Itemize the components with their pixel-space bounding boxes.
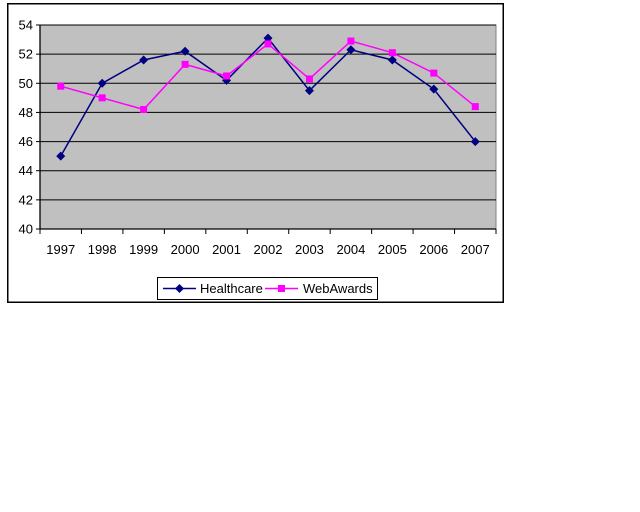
data-point	[98, 94, 106, 102]
data-point	[305, 75, 313, 83]
x-tick-label: 2000	[171, 242, 200, 257]
y-tick-label: 44	[19, 163, 33, 178]
data-point	[388, 49, 396, 57]
data-point	[223, 72, 231, 80]
y-axis-labels: 40 42 44 46 48 50 52 54	[19, 18, 33, 237]
data-point	[470, 137, 480, 147]
x-tick-label: 2003	[295, 242, 324, 257]
data-point	[181, 60, 189, 68]
data-point	[180, 46, 190, 56]
data-point	[304, 86, 314, 96]
square-marker-icon	[278, 285, 285, 292]
axes	[36, 24, 497, 234]
chart-border	[7, 3, 504, 303]
data-point	[97, 78, 107, 88]
data-point	[471, 103, 479, 111]
data-point	[57, 82, 65, 90]
data-point	[56, 151, 66, 161]
data-point	[430, 69, 438, 77]
x-tick-label: 1999	[129, 242, 158, 257]
y-tick-label: 52	[19, 47, 33, 62]
data-point	[347, 37, 355, 45]
plot-background	[39, 24, 497, 230]
x-tick-label: 2001	[212, 242, 241, 257]
y-tick-label: 46	[19, 134, 33, 149]
legend-label-healthcare: Healthcare	[200, 281, 263, 296]
x-tick-label: 2002	[254, 242, 283, 257]
plot-area	[39, 24, 497, 230]
legend-entry-webawards: WebAwards	[265, 281, 373, 296]
data-point	[263, 33, 273, 43]
x-tick-label: 2005	[378, 242, 407, 257]
y-tick-label: 50	[19, 76, 33, 91]
legend-label-webawards: WebAwards	[303, 281, 373, 296]
data-point	[139, 55, 149, 65]
chart-object[interactable]: 40 42 44 46 48 50 52 54 1997 1998 1999 2000 2001 200…	[7, 3, 504, 303]
x-tick-label: 1997	[46, 242, 75, 257]
legend-entry-healthcare: Healthcare	[163, 281, 263, 296]
y-tick-label: 40	[19, 222, 33, 237]
legend: Healthcare WebAwards	[157, 277, 378, 300]
data-point	[387, 55, 397, 65]
data-point	[346, 45, 356, 55]
diamond-marker-icon	[175, 284, 184, 293]
x-tick-label: 2006	[419, 242, 448, 257]
x-tick-label: 2004	[336, 242, 365, 257]
x-tick-label: 1998	[88, 242, 117, 257]
data-point	[429, 84, 439, 94]
data-point	[264, 40, 272, 48]
y-tick-label: 54	[19, 18, 33, 33]
x-tick-label: 2007	[461, 242, 490, 257]
data-point	[140, 106, 148, 114]
data-series	[56, 33, 480, 161]
y-tick-label: 42	[19, 192, 33, 207]
y-tick-label: 48	[19, 105, 33, 120]
x-axis-labels: 1997 1998 1999 2000 2001 2002 2003 2004 2005 2006…	[46, 242, 489, 257]
line-chart: 40 42 44 46 48 50 52 54 1997 1998 1999 2000 2001 200…	[7, 3, 504, 303]
